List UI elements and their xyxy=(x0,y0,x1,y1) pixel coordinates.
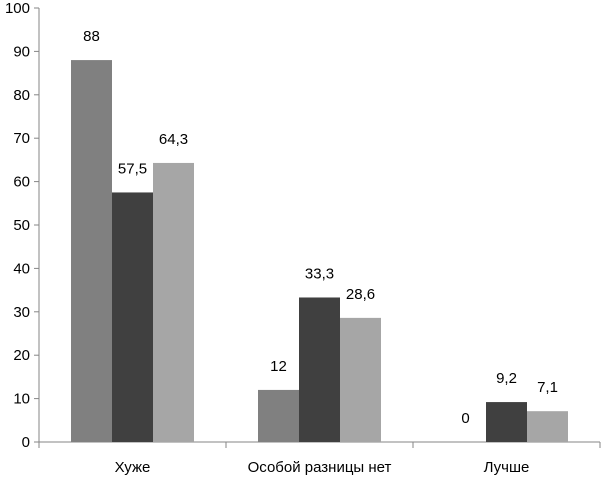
y-tick-label: 60 xyxy=(13,174,30,191)
data-label-series-2-3: 9,2 xyxy=(496,370,517,387)
y-tick-label: 80 xyxy=(13,87,30,104)
data-label-series-2-2: 33,3 xyxy=(305,265,334,282)
data-label-series-1-1: 88 xyxy=(83,28,100,45)
y-tick-label: 30 xyxy=(13,304,30,321)
bar-series-3-3 xyxy=(527,411,568,442)
bar-series-2-2 xyxy=(299,297,340,442)
y-tick-label: 0 xyxy=(22,434,30,451)
y-tick-label: 70 xyxy=(13,130,30,147)
data-label-series-2-1: 57,5 xyxy=(118,160,147,177)
bar-series-1-2 xyxy=(258,389,299,442)
y-tick-label: 90 xyxy=(13,43,30,60)
category-label: Хуже xyxy=(115,459,151,476)
bar-series-3-1 xyxy=(153,162,194,443)
data-label-series-3-3: 7,1 xyxy=(537,379,558,396)
category-label: Особой разницы нет xyxy=(248,459,392,476)
labels: 88 57,5 64,3 Хуже 12 33,3 28,6 Особой разницы н… xyxy=(83,28,558,476)
y-tick-label: 50 xyxy=(13,217,30,234)
data-label-series-1-2: 12 xyxy=(270,358,287,375)
bar-series-3-2 xyxy=(340,317,381,442)
data-label-series-3-1: 64,3 xyxy=(159,131,188,148)
y-tick-label: 20 xyxy=(13,347,30,364)
bar-series-2-3 xyxy=(486,402,527,442)
y-tick-label: 40 xyxy=(13,260,30,277)
axes: 0 10 20 30 40 50 60 70 80 90 100 xyxy=(5,0,601,451)
y-tick-label: 100 xyxy=(5,0,30,17)
bar-series-2-1 xyxy=(112,192,153,442)
category-label: Лучше xyxy=(484,459,530,476)
bars xyxy=(71,60,568,443)
y-tick-label: 10 xyxy=(13,391,30,408)
data-label-series-1-3: 0 xyxy=(461,410,469,427)
bar-series-1-1 xyxy=(71,60,112,443)
data-label-series-3-2: 28,6 xyxy=(346,286,375,303)
